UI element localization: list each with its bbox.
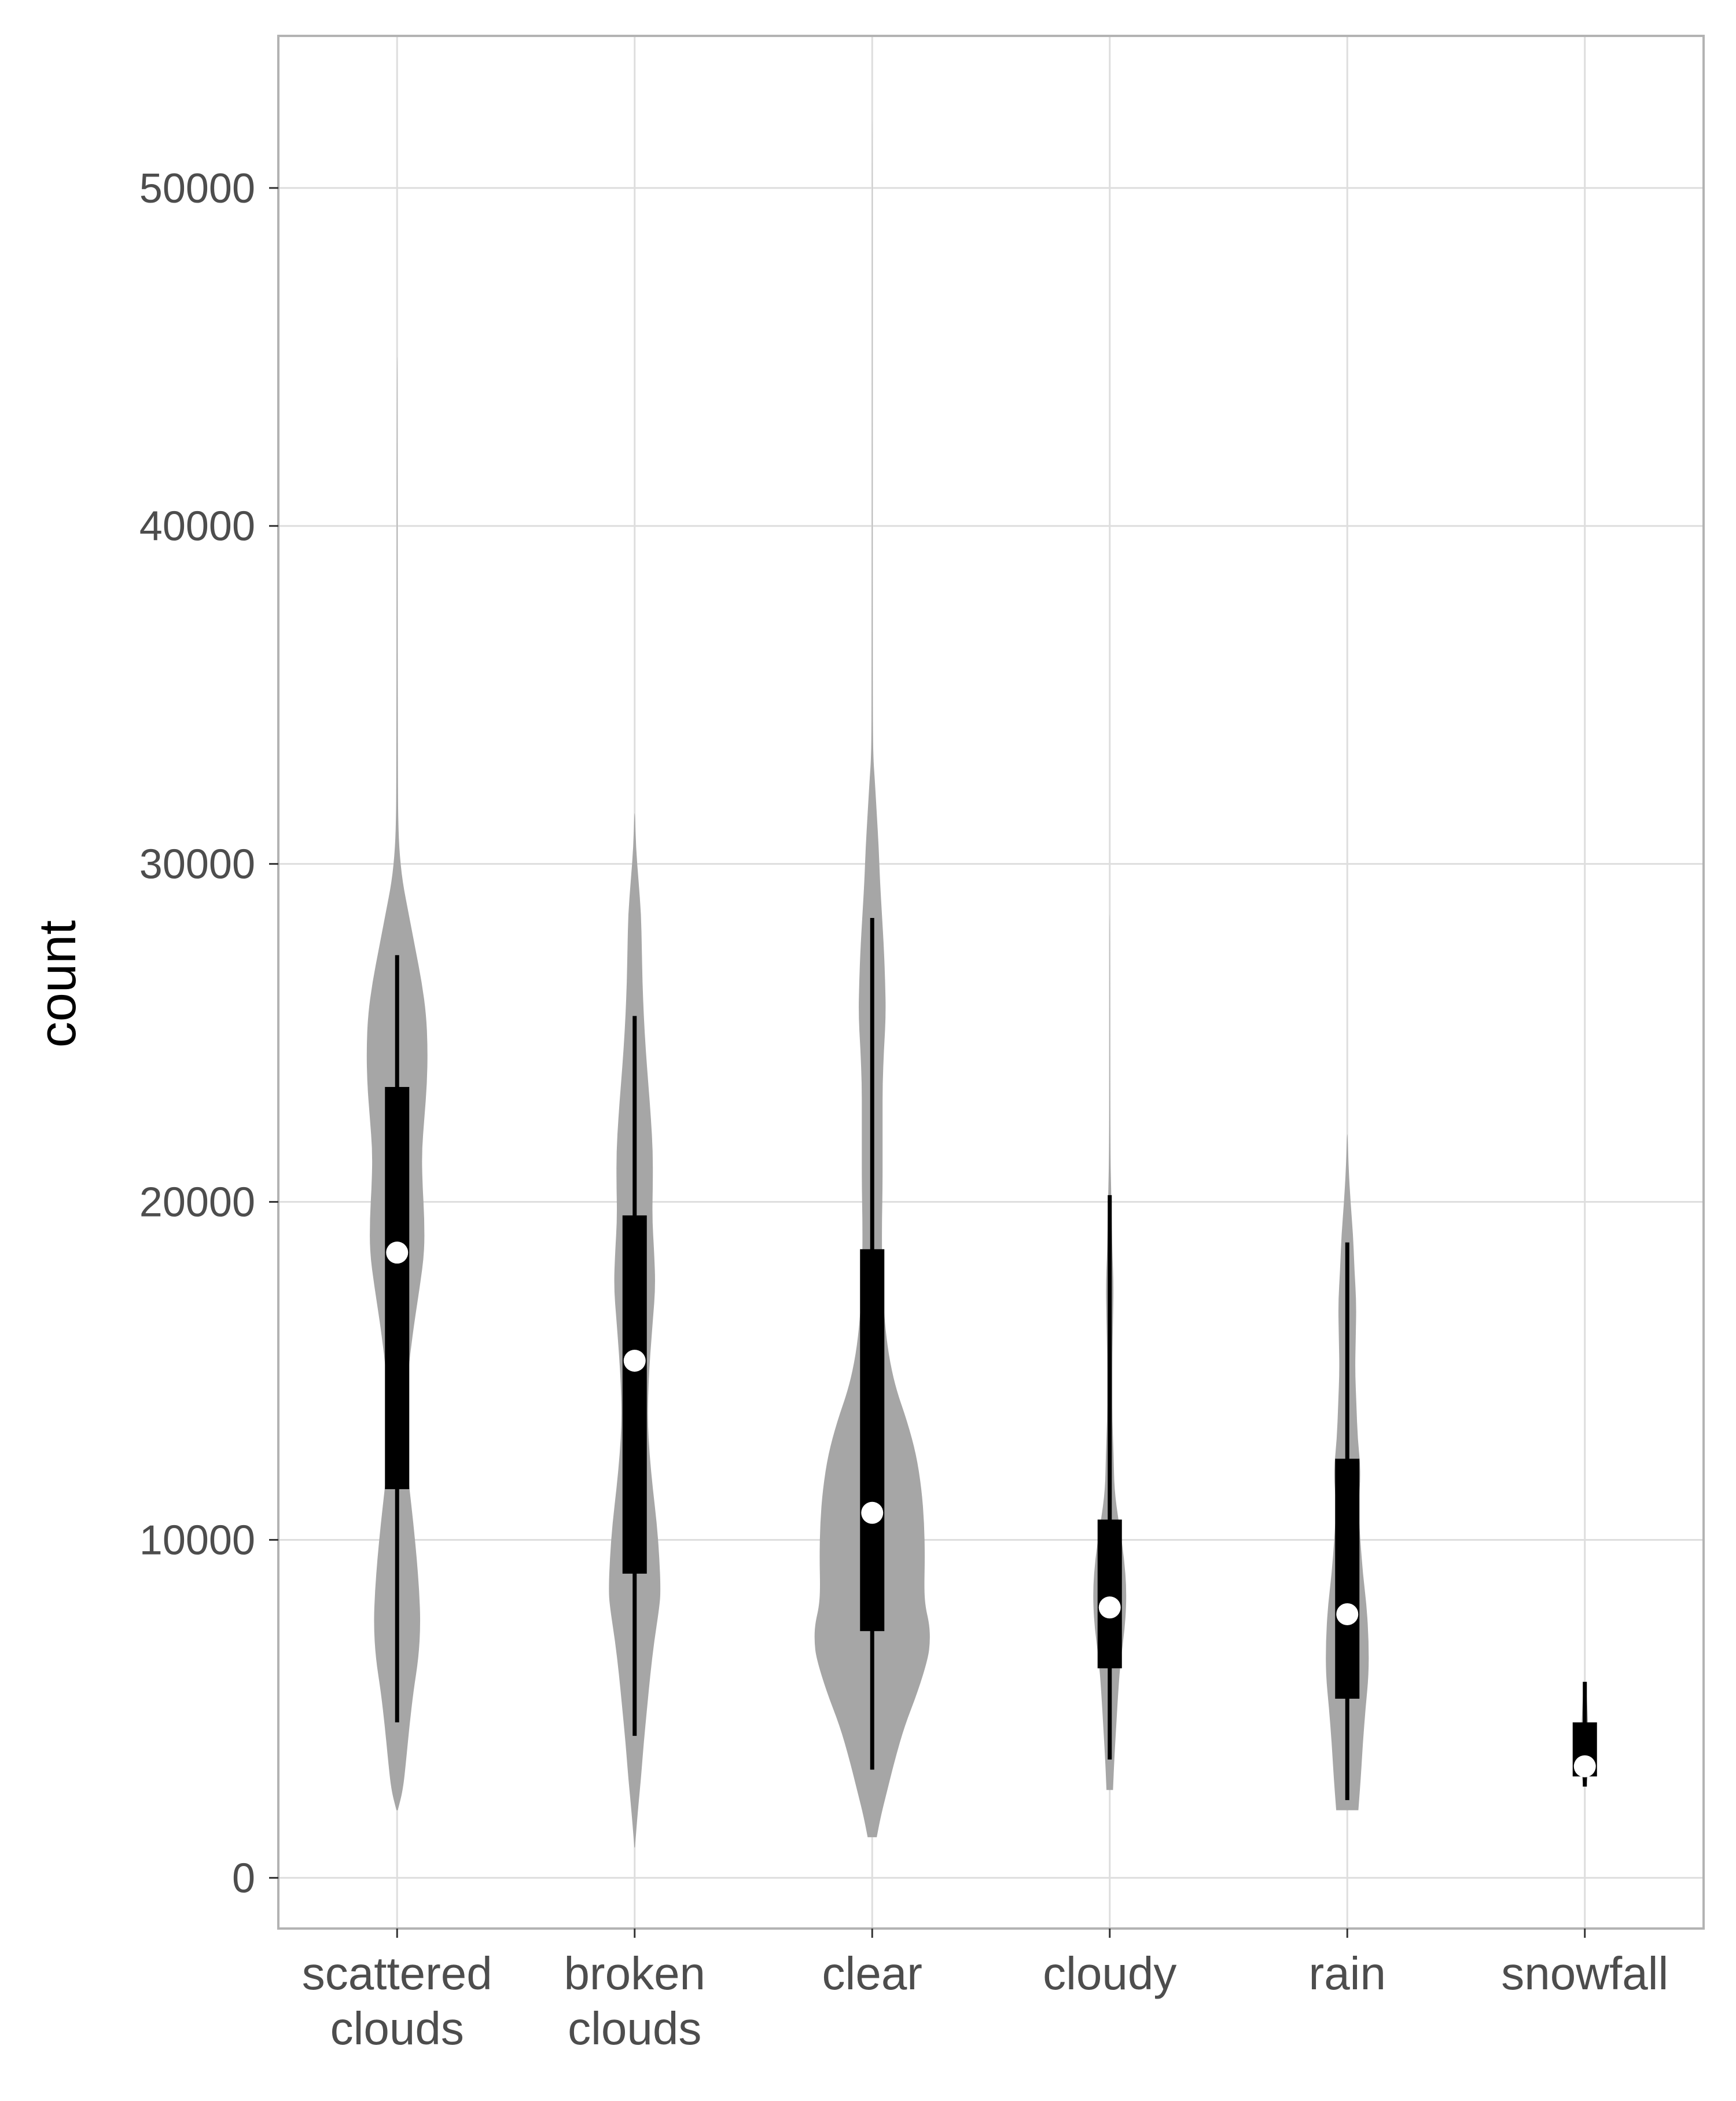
violins — [366, 120, 1589, 1847]
median-dot-clear — [861, 1501, 884, 1524]
median-dot-cloudy — [1098, 1596, 1121, 1619]
y-tick-label: 50000 — [139, 166, 255, 212]
panel-border — [277, 35, 1705, 1930]
median-dot-rain — [1336, 1603, 1359, 1625]
iqr-box-rain — [1335, 1459, 1360, 1699]
y-tick-label: 10000 — [139, 1517, 255, 1563]
y-tick-label: 30000 — [139, 842, 255, 888]
iqr-box-broken-clouds — [622, 1215, 647, 1574]
y-tick-label: 20000 — [139, 1180, 255, 1226]
median-dot-broken-clouds — [623, 1350, 646, 1372]
x-tick-label: snowfall — [1501, 1948, 1668, 1999]
x-tick-label: rain — [1309, 1948, 1386, 1999]
box-plots — [385, 918, 1597, 1801]
y-axis-title: count — [29, 920, 87, 1048]
x-tick-label: cloudy — [1043, 1948, 1176, 1999]
x-tick-label: broken — [564, 1948, 705, 1999]
x-tick-label: scattered — [302, 1948, 492, 1999]
grid-lines — [278, 36, 1704, 1929]
iqr-box-clear — [860, 1249, 885, 1632]
x-tick-label: clouds — [330, 2003, 464, 2054]
y-tick-label: 0 — [232, 1855, 255, 1901]
x-tick-label: clouds — [568, 2003, 701, 2054]
median-dot-snowfall — [1573, 1755, 1596, 1777]
iqr-box-scattered-clouds — [385, 1087, 410, 1489]
x-tick-label: clear — [822, 1948, 922, 1999]
iqr-box-cloudy — [1097, 1519, 1122, 1669]
median-dot-scattered-clouds — [386, 1242, 409, 1264]
y-axis-ticks: 0 10000 20000 30000 40000 50000 — [139, 166, 278, 1901]
y-tick-label: 40000 — [139, 504, 255, 550]
